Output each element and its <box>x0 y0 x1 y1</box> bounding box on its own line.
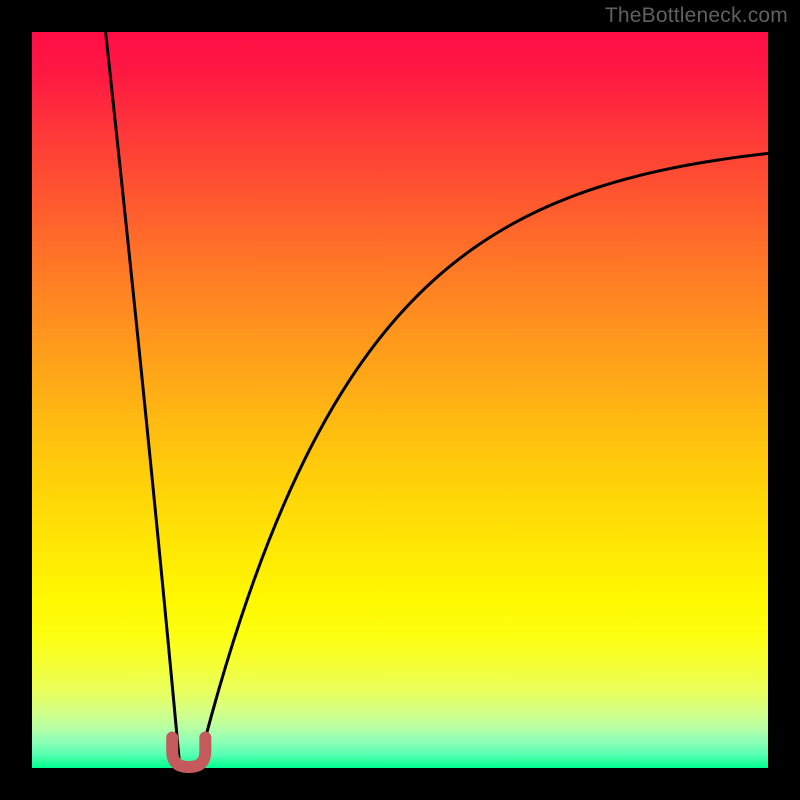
bottleneck-chart <box>0 0 800 800</box>
watermark-text: TheBottleneck.com <box>605 4 788 28</box>
plot-background <box>32 32 768 768</box>
chart-container: TheBottleneck.com <box>0 0 800 800</box>
